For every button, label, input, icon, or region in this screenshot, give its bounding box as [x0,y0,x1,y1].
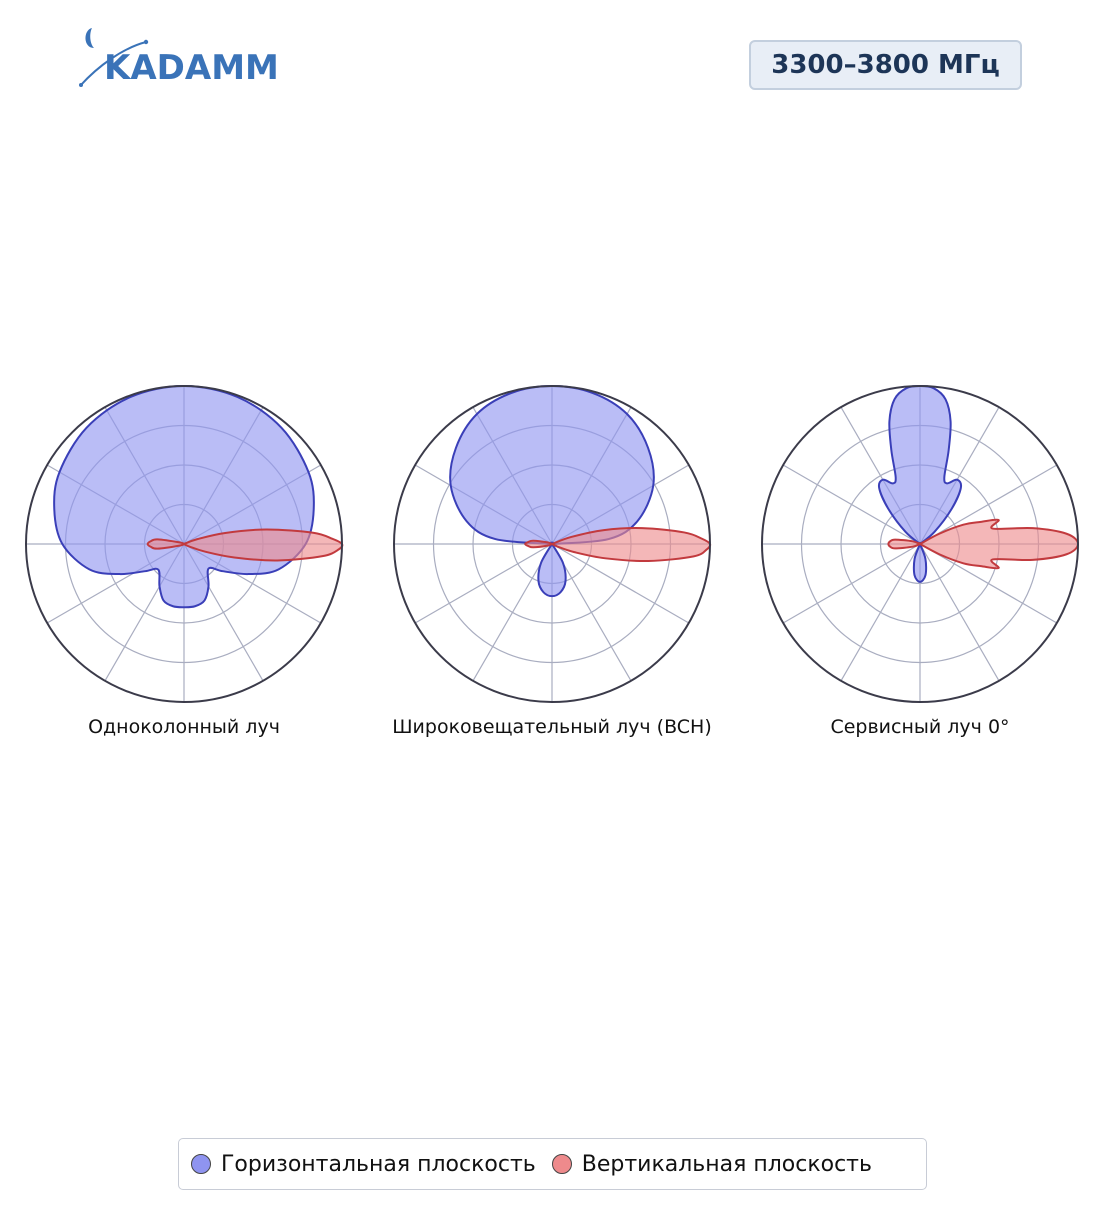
legend-item-vertical: Вертикальная плоскость [551,1151,872,1177]
legend-label-horizontal: Горизонтальная плоскость [221,1151,536,1177]
grid-spoke [782,543,921,624]
grid-spoke [919,543,1058,624]
radiation-patterns-chart: Одноколонный луч Широковещательный луч (B… [25,384,1079,738]
logo-wordmark: KADAMM [104,48,279,88]
grid-spoke [919,464,1058,545]
horizontal-pattern [449,385,655,598]
chart-title: Широковещательный луч (BCH) [392,716,712,738]
grid-spoke [919,543,1000,682]
legend-swatch-horizontal [191,1154,211,1174]
vertical-pattern [524,527,712,563]
chart-legend: Горизонтальная плоскость Вертикальная пл… [178,1138,927,1190]
polar-chart-2: Широковещательный луч (BCH) [392,385,712,738]
legend-label-vertical: Вертикальная плоскость [581,1151,872,1177]
frequency-band-badge: 3300–3800 МГц [749,40,1022,90]
vertical-pattern [887,518,1079,570]
legend-swatch-vertical [551,1154,572,1174]
grid-spoke [551,543,690,624]
outer-ring [761,385,1079,703]
horizontal-pattern [53,385,315,609]
vertical-pattern [146,528,344,562]
horizontal-pattern [877,384,963,583]
polar-chart-3: Сервисный луч 0° [761,384,1079,738]
logo-emblem-icon [79,28,149,87]
grid-spoke [414,543,553,624]
chart-title: Сервисный луч 0° [830,716,1009,738]
polar-chart-1: Одноколонный луч [25,385,344,738]
chart-title: Одноколонный луч [88,716,280,738]
outer-ring [25,385,343,703]
outer-ring [393,385,711,703]
grid-spoke [782,464,921,545]
legend-item-horizontal: Горизонтальная плоскость [191,1152,536,1177]
grid-spoke [840,543,921,682]
